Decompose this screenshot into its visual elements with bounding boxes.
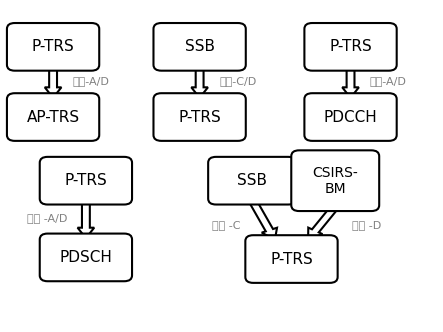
Text: P-TRS: P-TRS [65,173,107,188]
Text: 类型 -C: 类型 -C [212,220,241,230]
FancyBboxPatch shape [7,23,99,71]
FancyBboxPatch shape [153,93,246,141]
FancyBboxPatch shape [40,234,132,281]
Text: P-TRS: P-TRS [178,110,221,124]
Text: 类型-A/D: 类型-A/D [369,76,406,86]
Text: 类型 -A/D: 类型 -A/D [27,213,67,223]
FancyBboxPatch shape [245,235,338,283]
Polygon shape [308,205,338,240]
FancyBboxPatch shape [304,23,396,71]
Text: PDCCH: PDCCH [324,110,377,124]
Polygon shape [78,200,94,238]
Text: CSIRS-
BM: CSIRS- BM [312,166,358,196]
Text: P-TRS: P-TRS [329,40,372,54]
FancyBboxPatch shape [291,150,379,211]
Text: SSB: SSB [185,40,214,54]
Text: PDSCH: PDSCH [59,250,113,265]
FancyBboxPatch shape [208,157,296,205]
Polygon shape [249,199,277,240]
Text: 类型-A/D: 类型-A/D [73,76,110,86]
FancyBboxPatch shape [7,93,99,141]
FancyBboxPatch shape [304,93,396,141]
Text: P-TRS: P-TRS [270,252,313,267]
FancyBboxPatch shape [40,157,132,205]
Polygon shape [45,66,62,98]
Text: P-TRS: P-TRS [32,40,74,54]
Text: 类型-C/D: 类型-C/D [219,76,256,86]
Polygon shape [191,66,208,98]
Polygon shape [342,66,359,98]
Text: AP-TRS: AP-TRS [27,110,80,124]
Text: 类型 -D: 类型 -D [352,220,381,230]
Text: SSB: SSB [237,173,267,188]
FancyBboxPatch shape [153,23,246,71]
